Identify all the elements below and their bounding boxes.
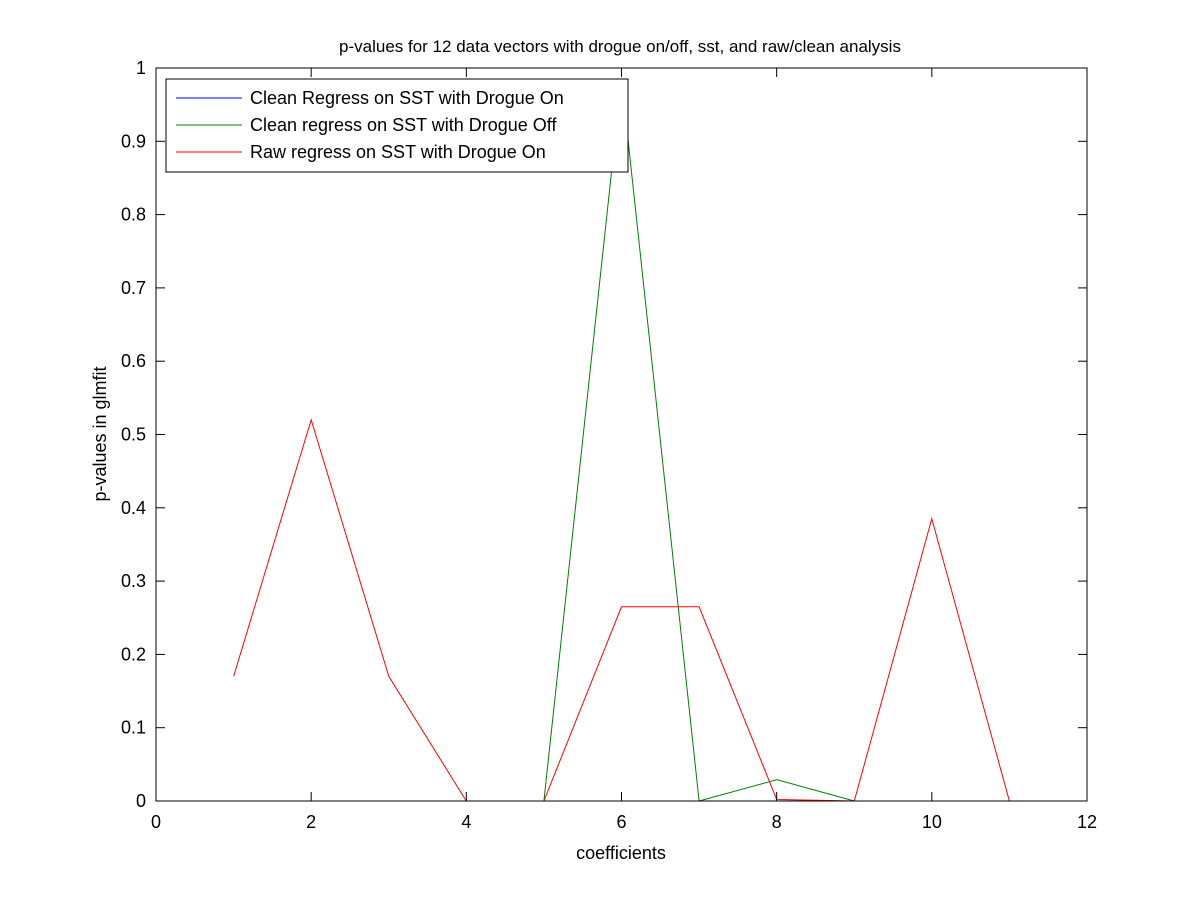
x-axis-label: coefficients <box>576 843 666 863</box>
x-tick-label: 2 <box>306 812 316 832</box>
y-tick-label: 0.1 <box>121 718 146 738</box>
x-tick-label: 4 <box>461 812 471 832</box>
legend: Clean Regress on SST with Drogue On Clean… <box>165 78 629 173</box>
x-tick-label: 10 <box>922 812 942 832</box>
legend-box <box>165 78 629 173</box>
y-tick-label: 0.2 <box>121 644 146 664</box>
legend-label-1: Clean Regress on SST with Drogue On <box>250 88 564 108</box>
y-tick-label: 1 <box>136 58 146 78</box>
legend-entries: Clean Regress on SST with Drogue On Clean… <box>176 88 564 162</box>
x-tick-label: 0 <box>151 812 161 832</box>
chart-title: p-values for 12 data vectors with drogue… <box>339 37 901 56</box>
y-tick-label: 0.7 <box>121 278 146 298</box>
y-tick-label: 0.3 <box>121 571 146 591</box>
y-tick-label: 0.4 <box>121 498 146 518</box>
y-tick-label: 0.9 <box>121 131 146 151</box>
legend-label-2: Clean regress on SST with Drogue Off <box>250 115 557 135</box>
x-tick-label: 8 <box>772 812 782 832</box>
y-tick-label: 0.6 <box>121 351 146 371</box>
y-tick-label: 0.8 <box>121 205 146 225</box>
y-tick-label: 0 <box>136 791 146 811</box>
plot-area <box>156 68 1087 801</box>
y-tick-label: 0.5 <box>121 425 146 445</box>
series-line-3 <box>233 418 1010 802</box>
x-tick-label: 6 <box>616 812 626 832</box>
x-tick-label: 12 <box>1077 812 1097 832</box>
y-axis-label: p-values in glmfit <box>90 366 110 501</box>
ticks-layer: 0 2 4 6 8 10 12 0 0.1 0.2 0.3 0.4 0.5 0.6 0.7 0.8 0.9 1 <box>121 58 1097 832</box>
legend-label-3: Raw regress on SST with Drogue On <box>250 142 546 162</box>
